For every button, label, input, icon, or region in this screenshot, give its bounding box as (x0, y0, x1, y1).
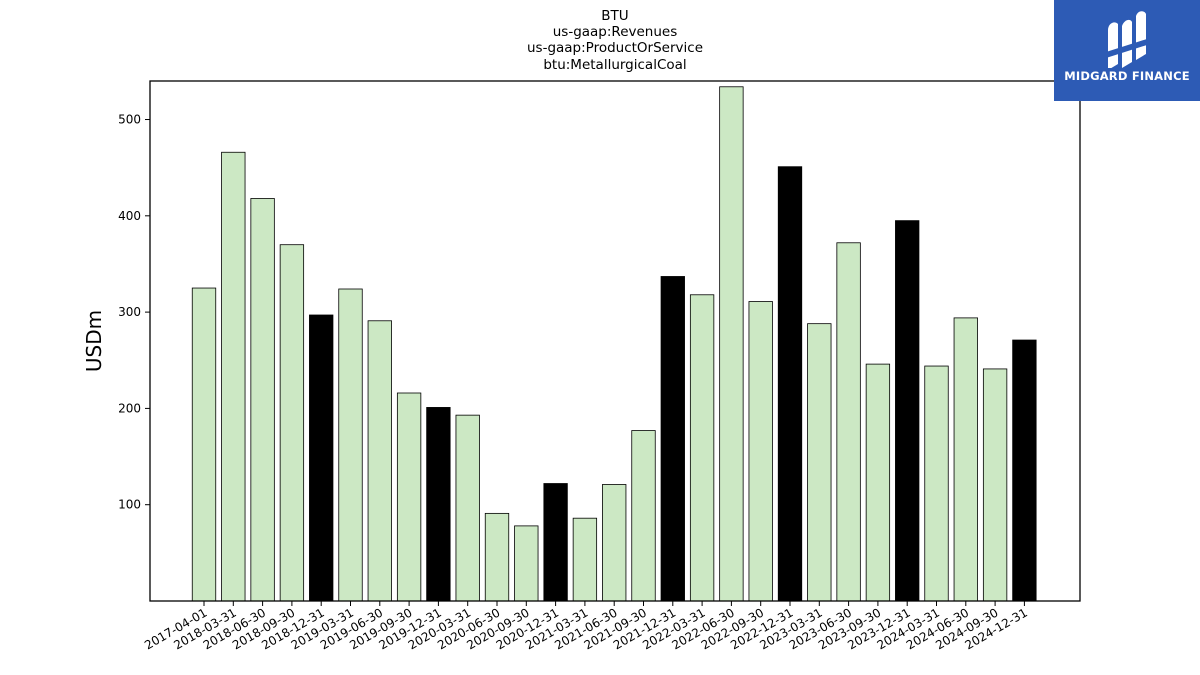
chart-title: BTU us-gaap:Revenues us-gaap:ProductOrSe… (527, 8, 703, 73)
bar-2017-04-01 (191, 287, 217, 602)
bar-2021-03-31 (572, 517, 598, 602)
bar-2020-12-31 (543, 483, 568, 602)
bar-2024-06-30 (953, 317, 978, 602)
bar-2018-09-30 (279, 244, 305, 602)
y-tick-label: 500 (118, 113, 141, 127)
chart-title-line-4: btu:MetallurgicalCoal (543, 57, 686, 73)
bar-2019-09-30 (396, 392, 422, 602)
bar-2022-03-31 (689, 294, 715, 602)
bar-2023-09-30 (865, 363, 891, 602)
bar-2023-12-31 (895, 220, 920, 602)
bar-2022-09-30 (748, 301, 773, 602)
bar-2024-09-30 (982, 368, 1008, 602)
chart-title-line-1: BTU (601, 8, 628, 24)
bar-2018-03-31 (221, 151, 246, 602)
y-tick-label: 300 (118, 305, 141, 319)
y-tick-label: 200 (118, 401, 141, 415)
y-tick-label: 100 (118, 498, 141, 512)
bar-2024-03-31 (924, 365, 949, 602)
bar-2019-06-30 (367, 320, 392, 602)
bar-2022-06-30 (719, 86, 744, 602)
y-tick-label: 400 (118, 209, 141, 223)
bar-2018-06-30 (250, 198, 275, 602)
bar-2023-06-30 (836, 242, 861, 602)
bar-2021-09-30 (631, 430, 656, 602)
y-axis-label: USDm (82, 310, 106, 372)
chart-title-line-2: us-gaap:Revenues (553, 24, 678, 40)
bar-2021-06-30 (602, 484, 627, 602)
midgard-finance-logo: MIDGARD FINANCE (1054, 0, 1200, 101)
bar-2024-12-31 (1012, 339, 1037, 602)
bar-2018-12-31 (309, 314, 334, 602)
logo-text: MIDGARD FINANCE (1064, 69, 1190, 83)
bar-2020-03-31 (455, 414, 480, 602)
bar-2019-03-31 (338, 288, 363, 602)
bar-2023-03-31 (807, 323, 832, 602)
bar-2020-06-30 (484, 512, 510, 602)
bar-2021-12-31 (660, 276, 685, 602)
x-axis: 2017-04-012018-03-312018-06-302018-09-30… (142, 601, 1030, 652)
chart-title-line-3: us-gaap:ProductOrService (527, 40, 703, 56)
y-axis: 100 200 300 400 500 (118, 113, 150, 512)
plot-frame (149, 80, 1081, 602)
bar-2019-12-31 (426, 407, 451, 602)
bars-group (191, 86, 1037, 602)
bar-2022-12-31 (777, 166, 803, 602)
midgard-logo-icon (1106, 11, 1150, 68)
bar-2020-09-30 (514, 525, 539, 602)
